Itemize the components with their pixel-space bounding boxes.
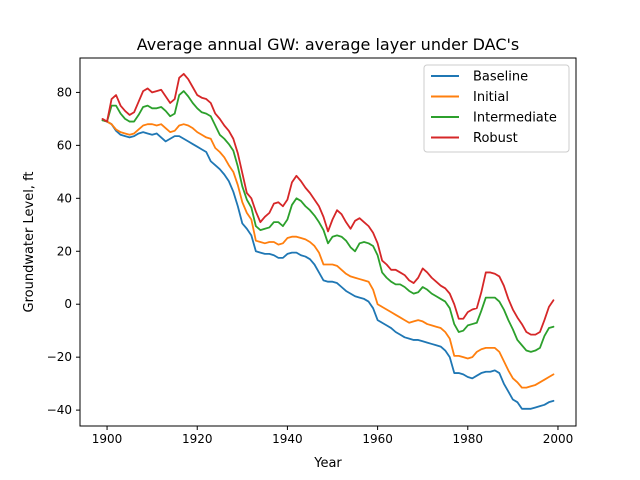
y-tick-label: −40 <box>47 403 72 417</box>
series-line-baseline <box>101 119 555 410</box>
y-axis-label: Groundwater Level, ft <box>22 171 37 312</box>
series-line-initial <box>101 119 555 389</box>
legend-label: Intermediate <box>473 111 557 126</box>
legend: Baseline Initial Intermediate Robust <box>423 64 570 153</box>
x-axis: 1900 1920 1940 1960 1980 2000 <box>92 426 573 446</box>
series-line-robust <box>101 72 555 336</box>
y-tick-label: 20 <box>57 244 72 258</box>
legend-label: Baseline <box>473 70 528 85</box>
plot-area <box>79 57 577 427</box>
y-tick-label: 60 <box>57 138 72 152</box>
x-tick-label: 2000 <box>543 432 574 446</box>
y-axis: −40 −20 0 20 40 60 80 <box>47 85 80 417</box>
legend-label: Robust <box>473 131 518 146</box>
y-tick-label: −20 <box>47 350 72 364</box>
y-tick-label: 80 <box>57 85 72 99</box>
chart-title: Average annual GW: average layer under D… <box>137 35 519 54</box>
x-tick-label: 1920 <box>182 432 213 446</box>
x-tick-label: 1900 <box>92 432 123 446</box>
plot-frame <box>79 57 577 427</box>
x-tick-label: 1940 <box>272 432 303 446</box>
series-lines <box>101 72 555 410</box>
legend-box <box>423 64 570 153</box>
y-tick-label: 0 <box>64 297 72 311</box>
x-tick-label: 1960 <box>362 432 393 446</box>
legend-label: Initial <box>473 90 509 105</box>
x-axis-label: Year <box>313 456 342 471</box>
y-tick-label: 40 <box>57 191 72 205</box>
x-tick-label: 1980 <box>453 432 484 446</box>
series-line-intermediate <box>101 90 555 353</box>
